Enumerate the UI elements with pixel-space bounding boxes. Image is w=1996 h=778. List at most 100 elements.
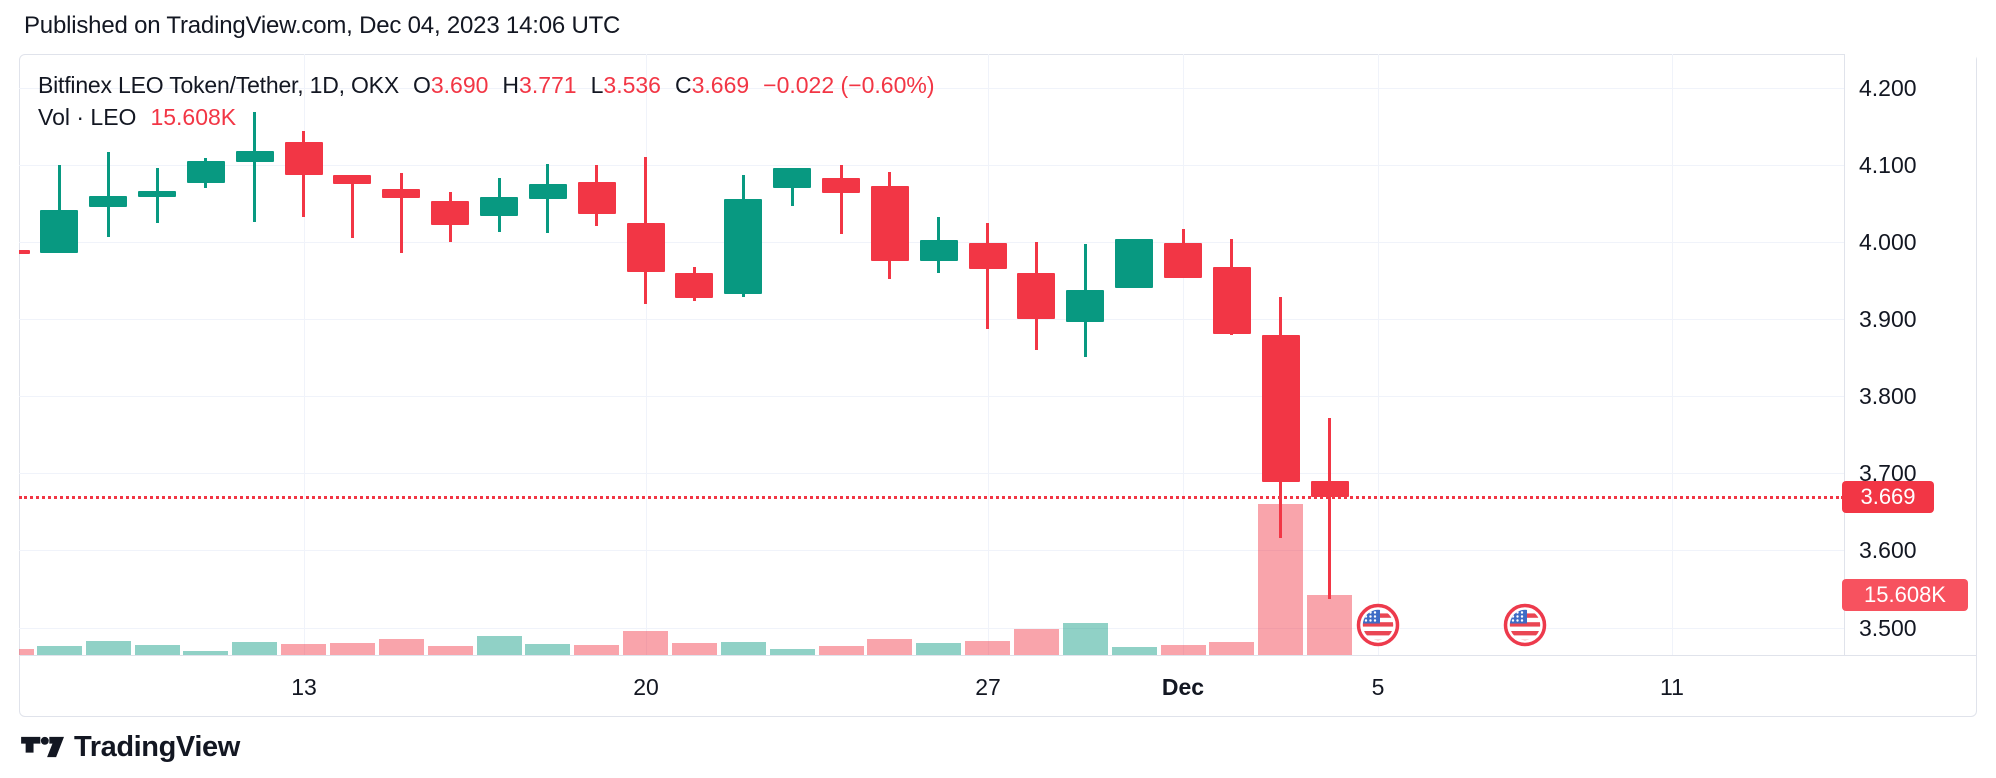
candle[interactable] bbox=[138, 191, 176, 198]
price-axis-label: 4.100 bbox=[1859, 152, 1917, 178]
chart-card bbox=[19, 54, 1977, 717]
price-chart-pane[interactable] bbox=[19, 54, 1844, 655]
volume-bar[interactable] bbox=[19, 648, 34, 655]
volume-bar[interactable] bbox=[428, 646, 473, 655]
candle[interactable] bbox=[627, 223, 665, 273]
volume-bar[interactable] bbox=[672, 643, 717, 655]
volume-bar[interactable] bbox=[477, 636, 522, 655]
candle[interactable] bbox=[236, 151, 274, 162]
time-gridline bbox=[1378, 54, 1379, 655]
volume-bar[interactable] bbox=[721, 641, 766, 655]
close-value: C3.669 bbox=[674, 72, 750, 98]
tradingview-logo-icon[interactable] bbox=[20, 729, 64, 765]
volume-bar[interactable] bbox=[330, 643, 375, 655]
candle[interactable] bbox=[19, 250, 30, 254]
candle-wick bbox=[351, 175, 354, 239]
volume-badge: 15.608K bbox=[1842, 579, 1968, 611]
volume-bar[interactable] bbox=[379, 638, 424, 655]
candle[interactable] bbox=[285, 142, 323, 176]
time-axis-label: 20 bbox=[633, 674, 659, 700]
volume-bar[interactable] bbox=[1063, 623, 1108, 655]
change-value: −0.022 (−0.60%) bbox=[763, 72, 935, 98]
price-gridline bbox=[19, 319, 1844, 320]
time-axis-label: 13 bbox=[291, 674, 317, 700]
time-axis-label: Dec bbox=[1161, 674, 1205, 700]
candle[interactable] bbox=[1311, 481, 1349, 498]
price-gridline bbox=[19, 396, 1844, 397]
volume-bar[interactable] bbox=[86, 641, 131, 655]
volume-bar[interactable] bbox=[1209, 641, 1254, 655]
candle[interactable] bbox=[40, 210, 78, 254]
volume-bar[interactable] bbox=[1161, 645, 1206, 655]
candle[interactable] bbox=[871, 186, 909, 261]
candle[interactable] bbox=[578, 182, 616, 215]
candle[interactable] bbox=[187, 161, 225, 183]
published-caption: Published on TradingView.com, Dec 04, 20… bbox=[24, 12, 621, 39]
price-gridline bbox=[19, 473, 1844, 474]
price-axis-label: 3.500 bbox=[1859, 615, 1917, 641]
time-axis-label: 27 bbox=[975, 674, 1001, 700]
volume-bar[interactable] bbox=[770, 648, 815, 655]
price-gridline bbox=[19, 628, 1844, 629]
volume-bar[interactable] bbox=[965, 641, 1010, 655]
candle[interactable] bbox=[1115, 239, 1153, 288]
volume-bar[interactable] bbox=[135, 645, 180, 655]
high-value: H3.771 bbox=[502, 72, 577, 98]
volume-bar[interactable] bbox=[574, 645, 619, 655]
candle[interactable] bbox=[333, 175, 371, 185]
volume-bar[interactable] bbox=[281, 643, 326, 655]
volume-current-value: 15.608K bbox=[150, 104, 237, 130]
volume-bar[interactable] bbox=[867, 638, 912, 655]
volume-bar[interactable] bbox=[623, 631, 668, 655]
candle-wick bbox=[986, 223, 989, 329]
volume-bar[interactable] bbox=[1307, 595, 1352, 655]
price-gridline bbox=[19, 550, 1844, 551]
volume-bar[interactable] bbox=[1014, 628, 1059, 655]
chart-legend: Bitfinex LEO Token/Tether, 1D, OKX O3.69… bbox=[38, 72, 935, 136]
symbol-title[interactable]: Bitfinex LEO Token/Tether, 1D, OKX bbox=[38, 72, 399, 98]
price-axis-label: 3.900 bbox=[1859, 306, 1917, 332]
volume-bar[interactable] bbox=[37, 646, 82, 655]
candle[interactable] bbox=[724, 199, 762, 294]
candle[interactable] bbox=[382, 189, 420, 199]
candle[interactable] bbox=[1164, 243, 1202, 278]
tradingview-brand-text[interactable]: TradingView bbox=[74, 730, 240, 763]
candle-wick bbox=[546, 164, 549, 234]
volume-label[interactable]: Vol · LEO bbox=[38, 104, 137, 130]
last-price-badge: 3.669 bbox=[1842, 481, 1934, 513]
symbol-ohlc-row: Bitfinex LEO Token/Tether, 1D, OKX O3.69… bbox=[38, 72, 935, 104]
time-axis[interactable]: 13 20 27 Dec 5 11 bbox=[19, 655, 1977, 717]
low-value: L3.536 bbox=[590, 72, 661, 98]
candle[interactable] bbox=[969, 243, 1007, 270]
price-axis-label: 4.200 bbox=[1859, 75, 1917, 101]
price-axis[interactable]: 4.200 4.100 4.000 3.900 3.800 3.700 3.600 3.500… bbox=[1842, 54, 1976, 655]
volume-bar[interactable] bbox=[1112, 646, 1157, 655]
candle[interactable] bbox=[529, 184, 567, 199]
candle[interactable] bbox=[431, 201, 469, 225]
candle[interactable] bbox=[773, 168, 811, 189]
us-flag-event-icon[interactable] bbox=[1356, 603, 1400, 647]
candle[interactable] bbox=[1213, 267, 1251, 335]
last-price-line bbox=[19, 496, 1844, 499]
candle[interactable] bbox=[1017, 273, 1055, 320]
candle[interactable] bbox=[1262, 335, 1300, 483]
candle[interactable] bbox=[675, 273, 713, 298]
volume-bar[interactable] bbox=[525, 643, 570, 655]
time-gridline bbox=[1672, 54, 1673, 655]
volume-bar[interactable] bbox=[916, 643, 961, 655]
candle[interactable] bbox=[920, 240, 958, 261]
candle-wick bbox=[1328, 418, 1331, 600]
volume-bar[interactable] bbox=[819, 646, 864, 655]
candle-wick bbox=[253, 112, 256, 223]
us-flag-event-icon[interactable] bbox=[1503, 603, 1547, 647]
candle[interactable] bbox=[480, 197, 518, 216]
candle[interactable] bbox=[1066, 290, 1104, 323]
volume-bar[interactable] bbox=[232, 641, 277, 655]
candle[interactable] bbox=[822, 178, 860, 194]
volume-row: Vol · LEO 15.608K bbox=[38, 104, 935, 136]
price-axis-label: 3.600 bbox=[1859, 537, 1917, 563]
candle[interactable] bbox=[89, 196, 127, 207]
price-gridline bbox=[19, 165, 1844, 166]
time-gridline bbox=[304, 54, 305, 655]
volume-bar[interactable] bbox=[183, 651, 228, 655]
